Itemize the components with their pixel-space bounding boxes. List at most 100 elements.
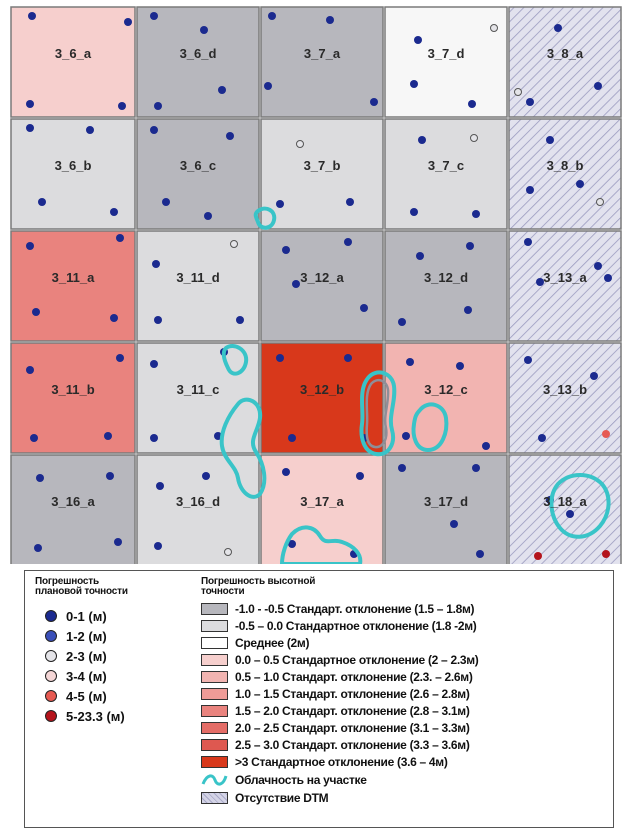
control-point xyxy=(450,520,458,528)
map-tile xyxy=(384,118,508,230)
control-point xyxy=(402,432,410,440)
control-point xyxy=(154,102,162,110)
control-point xyxy=(152,260,160,268)
nodtm-legend-item: Отсутствие DTM xyxy=(201,790,329,806)
control-point xyxy=(124,18,132,26)
map-tile xyxy=(260,118,384,230)
cloud-outline xyxy=(279,525,363,564)
control-point xyxy=(398,318,406,326)
control-point xyxy=(150,360,158,368)
cloud-outline xyxy=(411,402,449,453)
control-point xyxy=(456,362,464,370)
planar-accuracy-title-line1: Погрешность xyxy=(35,576,99,587)
control-point xyxy=(526,186,534,194)
control-point xyxy=(154,316,162,324)
tile-label: 3_11_b xyxy=(51,382,94,397)
map-tile xyxy=(384,6,508,118)
cloud-outline xyxy=(359,370,397,457)
control-point xyxy=(398,464,406,472)
control-point xyxy=(346,198,354,206)
tile-label: 3_6_c xyxy=(180,158,216,173)
tile-label: 3_11_d xyxy=(176,270,219,285)
control-point xyxy=(370,98,378,106)
tile-label: 3_16_d xyxy=(176,494,220,509)
height-legend-item: 2.0 – 2.5 Стандарт. отклонение (3.1 – 3.… xyxy=(201,720,470,736)
color-swatch xyxy=(201,705,228,717)
control-point xyxy=(594,82,602,90)
tile-label: 3_11_a xyxy=(52,270,95,285)
control-point xyxy=(104,432,112,440)
control-point xyxy=(476,550,484,558)
accuracy-map: 3_6_a 3_6_d 3_7_a 3_7_d 3_8_a 3_6_b 3_6_c 3_7_b… xyxy=(10,6,622,564)
map-tile xyxy=(136,230,260,342)
map-tile xyxy=(260,6,384,118)
point-marker-icon xyxy=(45,630,57,642)
cloud-outline xyxy=(221,343,249,376)
tile-labels: 3_6_a 3_6_d 3_7_a 3_7_d 3_8_a 3_6_b 3_6_c 3_7_b… xyxy=(51,46,587,509)
tile-label: 3_8_b xyxy=(547,158,584,173)
control-point xyxy=(230,240,238,248)
control-point xyxy=(514,88,522,96)
control-point xyxy=(26,100,34,108)
tile-label: 3_12_b xyxy=(300,382,344,397)
map-tile xyxy=(10,342,136,454)
control-point xyxy=(326,16,334,24)
tile-grid xyxy=(10,6,622,564)
control-point xyxy=(534,552,542,560)
planar-legend-item: 2-3 (м) xyxy=(45,647,107,665)
height-legend-item: Среднее (2м) xyxy=(201,635,309,651)
control-point xyxy=(360,304,368,312)
control-point xyxy=(38,198,46,206)
control-point xyxy=(344,238,352,246)
point-marker-icon xyxy=(45,650,57,662)
control-point xyxy=(356,472,364,480)
control-point xyxy=(418,136,426,144)
point-marker-icon xyxy=(45,610,57,622)
height-legend-item: 0.0 – 0.5 Стандартное отклонение (2 – 2.… xyxy=(201,652,479,668)
control-point xyxy=(34,544,42,552)
control-point xyxy=(292,280,300,288)
control-point xyxy=(604,274,612,282)
control-point xyxy=(414,36,422,44)
tile-label: 3_6_a xyxy=(55,46,92,61)
control-point xyxy=(236,316,244,324)
control-point xyxy=(472,210,480,218)
control-point xyxy=(154,542,162,550)
control-point xyxy=(226,132,234,140)
control-point xyxy=(596,198,604,206)
control-point xyxy=(150,126,158,134)
control-point xyxy=(524,238,532,246)
control-point xyxy=(36,474,44,482)
control-point xyxy=(276,200,284,208)
tile-label: 3_11_c xyxy=(177,382,220,397)
cloud-legend-item: Облачность на участке xyxy=(201,772,367,788)
tile-label: 3_13_a xyxy=(543,270,587,285)
control-point xyxy=(466,242,474,250)
tile-label: 3_7_b xyxy=(304,158,341,173)
tile-label: 3_17_d xyxy=(424,494,468,509)
planar-legend-item: 5-23.3 (м) xyxy=(45,707,125,725)
control-point xyxy=(526,98,534,106)
control-point xyxy=(264,82,272,90)
control-point xyxy=(288,540,296,548)
map-tile xyxy=(136,342,260,454)
color-swatch xyxy=(201,637,228,649)
tile-label: 3_12_a xyxy=(300,270,344,285)
tile-label: 3_16_a xyxy=(51,494,95,509)
control-point xyxy=(464,306,472,314)
control-point xyxy=(150,12,158,20)
control-point xyxy=(472,464,480,472)
control-point xyxy=(106,472,114,480)
control-point xyxy=(114,538,122,546)
control-point xyxy=(28,12,36,20)
map-tile xyxy=(136,118,260,230)
color-swatch xyxy=(201,756,228,768)
control-point xyxy=(536,278,544,286)
planar-legend-item: 1-2 (м) xyxy=(45,627,107,645)
tile-label: 3_7_c xyxy=(428,158,464,173)
control-point xyxy=(116,354,124,362)
cloud-outline xyxy=(549,473,611,539)
control-point xyxy=(86,126,94,134)
color-swatch xyxy=(201,620,228,632)
control-point xyxy=(162,198,170,206)
